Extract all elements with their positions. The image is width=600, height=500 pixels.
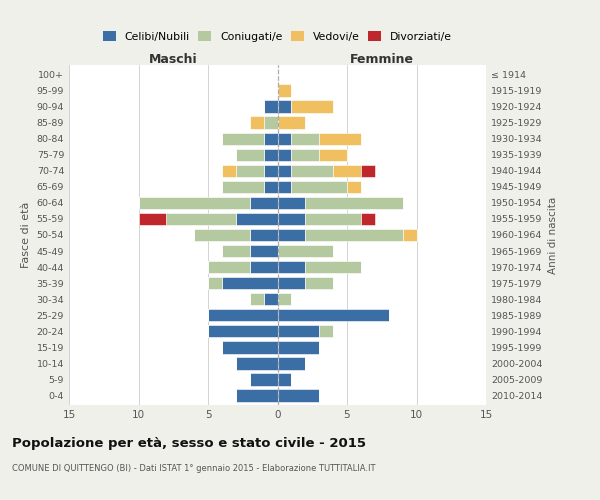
Bar — [236, 164, 263, 177]
Bar — [222, 341, 277, 353]
Bar — [263, 164, 277, 177]
Bar — [277, 84, 292, 97]
Bar — [208, 277, 222, 289]
Bar — [277, 373, 292, 386]
Bar — [139, 212, 166, 225]
Bar — [347, 180, 361, 193]
Bar — [236, 212, 277, 225]
Bar — [166, 212, 236, 225]
Bar — [277, 196, 305, 209]
Bar — [222, 164, 236, 177]
Bar — [277, 293, 292, 306]
Bar — [277, 228, 305, 241]
Bar — [292, 132, 319, 145]
Bar — [292, 180, 347, 193]
Bar — [263, 148, 277, 161]
Bar — [305, 277, 333, 289]
Bar — [222, 180, 263, 193]
Bar — [277, 341, 319, 353]
Bar — [277, 325, 319, 338]
Bar — [250, 245, 277, 258]
Bar — [403, 228, 416, 241]
Bar — [277, 277, 305, 289]
Y-axis label: Fasce di età: Fasce di età — [21, 202, 31, 268]
Bar — [277, 357, 305, 370]
Y-axis label: Anni di nascita: Anni di nascita — [548, 196, 558, 274]
Bar — [277, 309, 389, 322]
Text: Popolazione per età, sesso e stato civile - 2015: Popolazione per età, sesso e stato civil… — [12, 438, 366, 450]
Bar — [277, 148, 292, 161]
Text: COMUNE DI QUITTENGO (BI) - Dati ISTAT 1° gennaio 2015 - Elaborazione TUTTITALIA.: COMUNE DI QUITTENGO (BI) - Dati ISTAT 1°… — [12, 464, 376, 473]
Bar — [277, 100, 292, 113]
Bar — [263, 132, 277, 145]
Bar — [236, 389, 277, 402]
Bar — [250, 228, 277, 241]
Bar — [208, 309, 277, 322]
Bar — [319, 325, 333, 338]
Bar — [305, 228, 403, 241]
Bar — [277, 132, 292, 145]
Bar — [139, 196, 250, 209]
Bar — [194, 228, 250, 241]
Bar — [263, 100, 277, 113]
Bar — [361, 212, 375, 225]
Bar — [333, 164, 361, 177]
Bar — [250, 196, 277, 209]
Bar — [263, 180, 277, 193]
Text: Femmine: Femmine — [350, 53, 414, 66]
Bar — [263, 116, 277, 129]
Bar — [277, 261, 305, 274]
Text: Maschi: Maschi — [149, 53, 197, 66]
Bar — [222, 132, 263, 145]
Bar — [250, 373, 277, 386]
Bar — [277, 180, 292, 193]
Bar — [305, 212, 361, 225]
Bar — [277, 389, 319, 402]
Bar — [277, 212, 305, 225]
Bar — [250, 116, 263, 129]
Bar — [292, 148, 319, 161]
Bar — [292, 100, 333, 113]
Bar — [361, 164, 375, 177]
Bar — [277, 245, 333, 258]
Bar — [305, 196, 403, 209]
Bar — [250, 293, 263, 306]
Bar — [236, 148, 263, 161]
Bar — [277, 116, 305, 129]
Bar — [319, 148, 347, 161]
Bar — [292, 164, 333, 177]
Bar — [319, 132, 361, 145]
Bar — [208, 261, 250, 274]
Bar — [222, 245, 250, 258]
Bar — [305, 261, 361, 274]
Bar — [250, 261, 277, 274]
Bar — [208, 325, 277, 338]
Bar — [236, 357, 277, 370]
Bar — [277, 164, 292, 177]
Bar — [263, 293, 277, 306]
Legend: Celibi/Nubili, Coniugati/e, Vedovi/e, Divorziati/e: Celibi/Nubili, Coniugati/e, Vedovi/e, Di… — [103, 32, 452, 42]
Bar — [222, 277, 277, 289]
